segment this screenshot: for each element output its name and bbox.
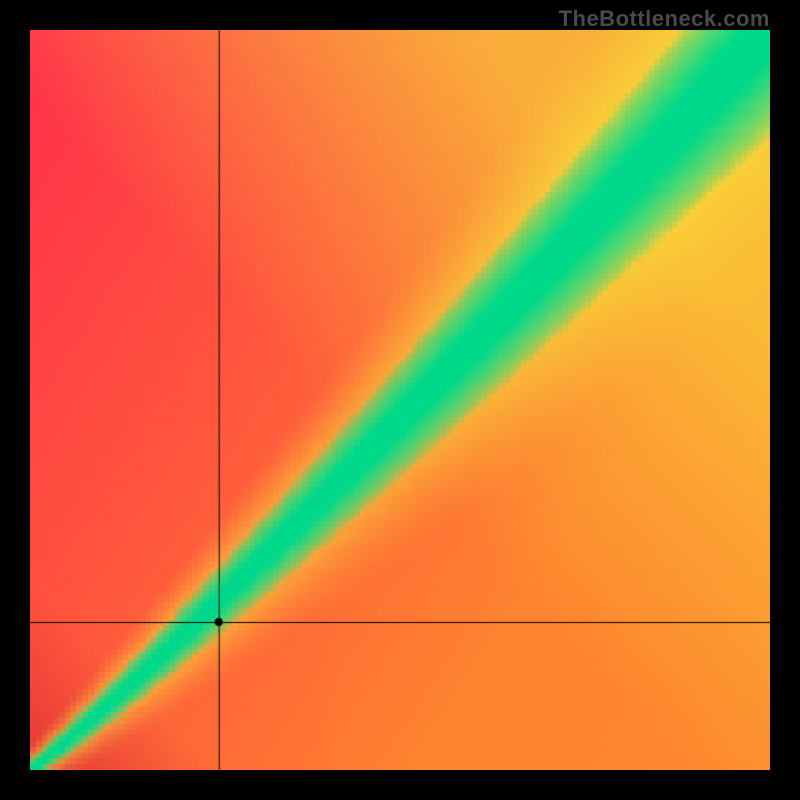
watermark-text: TheBottleneck.com — [559, 6, 770, 32]
heatmap-plot — [30, 30, 770, 770]
heatmap-canvas — [30, 30, 770, 770]
